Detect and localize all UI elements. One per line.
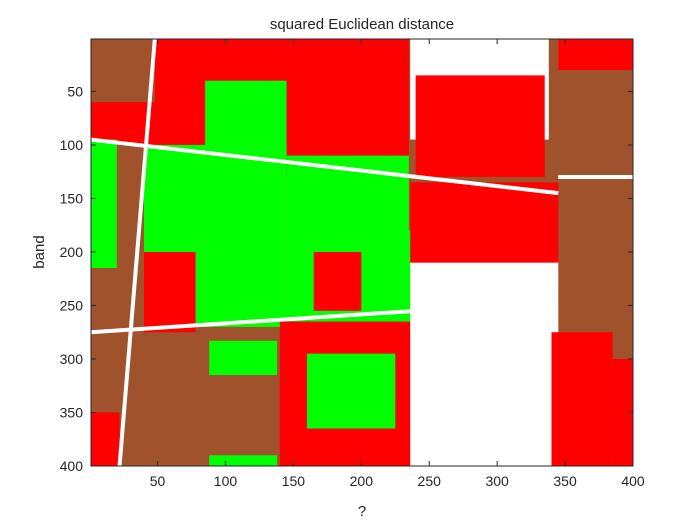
region-vegetation: [205, 80, 287, 151]
linear-feature-bright: [91, 137, 559, 196]
region-red-class: [415, 75, 545, 178]
y-tick-label: 150: [60, 190, 84, 206]
y-tick-label: 50: [67, 83, 83, 99]
region-red-class: [313, 251, 362, 311]
region-red-class: [558, 39, 633, 71]
y-axis-label: band: [31, 235, 48, 268]
region-bright: [410, 262, 559, 466]
plot-frame: [90, 38, 634, 467]
region-red-class: [286, 39, 409, 175]
region-red-class: [410, 182, 559, 269]
region-vegetation: [306, 353, 396, 429]
linear-feature-bright: [117, 39, 157, 466]
x-tick-label: 250: [418, 473, 442, 489]
x-tick-label: 150: [282, 473, 306, 489]
y-axis: 50 100 150 200 250 300 350 400: [60, 83, 633, 474]
chart-title: squared Euclidean distance: [270, 16, 454, 33]
linear-feature-bright: [91, 308, 416, 335]
y-tick-label: 300: [60, 351, 84, 367]
x-tick-label: 50: [150, 473, 166, 489]
region-red-class: [551, 332, 613, 466]
x-tick-label: 400: [621, 473, 645, 489]
x-tick-label: 300: [485, 473, 509, 489]
x-tick-label: 100: [214, 473, 238, 489]
region-vegetation: [209, 455, 278, 466]
classification-map: [91, 39, 633, 466]
y-tick-label: 350: [60, 404, 84, 420]
region-red-class: [612, 358, 633, 466]
x-axis: 50 100 150 200 250 300 350 400: [150, 39, 645, 489]
region-red-class: [91, 412, 120, 466]
x-tick-label: 200: [350, 473, 374, 489]
y-tick-label: 250: [60, 297, 84, 313]
x-axis-label: ?: [358, 503, 366, 520]
y-tick-label: 400: [60, 458, 84, 474]
y-tick-label: 200: [60, 244, 84, 260]
region-vegetation: [91, 139, 117, 269]
region-vegetation: [209, 340, 278, 376]
x-tick-label: 350: [553, 473, 577, 489]
region-red-class: [143, 251, 196, 333]
y-tick-label: 100: [60, 137, 84, 153]
